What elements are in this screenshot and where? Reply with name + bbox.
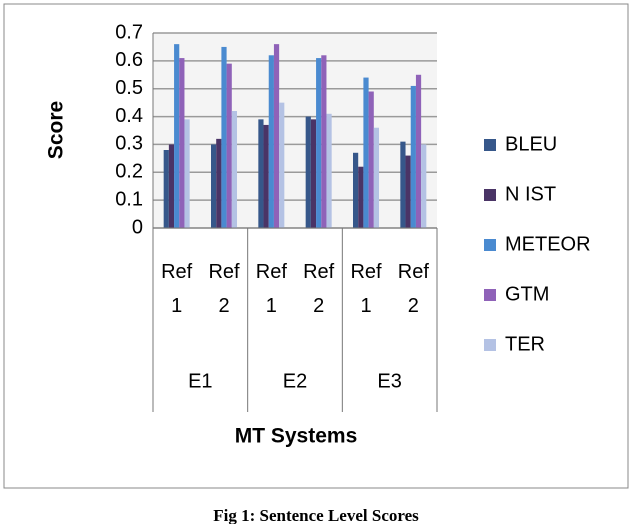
plot-background [153, 33, 437, 228]
legend-swatch [484, 289, 496, 301]
x-tick-label: Ref 1 [350, 261, 382, 317]
bar [279, 102, 285, 228]
legend-label: N IST [505, 183, 556, 205]
y-tick-label: 0.6 [115, 49, 143, 71]
y-tick-label: 0 [132, 216, 143, 238]
group-label: E1 [188, 370, 212, 392]
bar [263, 124, 269, 228]
bar [179, 58, 185, 229]
legend-swatch [484, 189, 496, 201]
x-tick-label: Ref 1 [255, 261, 287, 317]
bar [368, 91, 374, 228]
bar [358, 166, 364, 228]
legend-swatch [484, 239, 496, 251]
x-tick-label: Ref 2 [208, 261, 240, 317]
bar [305, 116, 311, 228]
y-tick-label: 0.2 [115, 161, 143, 183]
bar [326, 113, 332, 228]
bar [316, 58, 322, 229]
bar [415, 74, 422, 229]
y-tick-label: 0.5 [115, 77, 143, 99]
bar [310, 119, 317, 228]
bar [226, 63, 232, 229]
x-tick-label: Ref 1 [161, 261, 193, 317]
bar [211, 144, 217, 228]
bar [168, 144, 175, 228]
bar [400, 141, 406, 228]
bar [216, 138, 222, 228]
bar [405, 155, 411, 228]
y-tick-label: 0.7 [115, 21, 143, 43]
y-tick-label: 0.4 [115, 105, 143, 127]
y-tick-label: 0.1 [115, 188, 143, 210]
bar [174, 44, 180, 229]
chart-frame [3, 3, 629, 489]
bar [184, 119, 190, 228]
bar [353, 152, 359, 228]
bar [258, 119, 264, 228]
legend-label: GTM [505, 283, 549, 305]
bar [163, 150, 169, 228]
legend-label: BLEU [505, 133, 557, 155]
group-label: E3 [377, 370, 401, 392]
legend-label: TER [505, 333, 545, 355]
bar [273, 44, 280, 229]
caption: Fig 1: Sentence Level Scores [213, 506, 419, 524]
bar [363, 77, 369, 228]
bar [321, 55, 327, 229]
bar [410, 85, 416, 228]
y-tick-label: 0.3 [115, 133, 143, 155]
x-tick-label: Ref 2 [303, 261, 335, 317]
group-label: E2 [283, 370, 307, 392]
legend-swatch [484, 139, 496, 151]
bar [373, 127, 379, 228]
bar [231, 111, 237, 228]
x-tick-label: Ref 2 [397, 261, 429, 317]
bar [221, 46, 227, 228]
bar [268, 55, 274, 229]
y-axis-label: Score [45, 101, 68, 159]
x-axis-label: MT Systems [235, 425, 358, 448]
legend-swatch [484, 339, 496, 351]
bar [421, 144, 427, 228]
legend-label: METEOR [505, 233, 591, 255]
